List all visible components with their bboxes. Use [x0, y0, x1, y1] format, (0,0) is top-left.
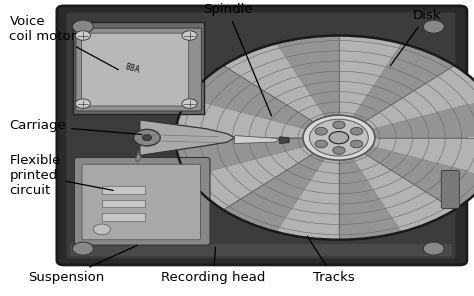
Wedge shape: [188, 65, 339, 138]
Wedge shape: [339, 138, 474, 177]
Wedge shape: [339, 99, 474, 138]
Bar: [70, 244, 452, 256]
Text: Recording head: Recording head: [161, 247, 265, 284]
Text: Flexible
printed
circuit: Flexible printed circuit: [9, 154, 113, 197]
Circle shape: [333, 147, 345, 154]
Circle shape: [315, 140, 328, 148]
Circle shape: [303, 115, 375, 160]
Polygon shape: [73, 22, 204, 114]
Wedge shape: [339, 138, 474, 210]
Circle shape: [423, 20, 444, 33]
Wedge shape: [339, 36, 401, 138]
Text: Carriage: Carriage: [9, 119, 142, 134]
Wedge shape: [339, 138, 455, 232]
Text: Tracks: Tracks: [307, 236, 355, 284]
Polygon shape: [280, 137, 289, 144]
FancyBboxPatch shape: [76, 28, 201, 111]
Bar: [102, 200, 145, 207]
Wedge shape: [223, 138, 339, 232]
Wedge shape: [276, 138, 339, 240]
Bar: [102, 213, 145, 221]
Circle shape: [329, 131, 349, 144]
Text: 88A: 88A: [124, 62, 141, 74]
Circle shape: [93, 224, 110, 235]
Wedge shape: [339, 43, 455, 138]
Polygon shape: [235, 136, 280, 144]
FancyBboxPatch shape: [82, 164, 201, 240]
Circle shape: [310, 119, 368, 156]
Wedge shape: [175, 99, 339, 138]
Wedge shape: [276, 36, 339, 138]
Text: Spindle: Spindle: [203, 3, 272, 116]
Circle shape: [142, 135, 152, 141]
Wedge shape: [223, 43, 339, 138]
FancyBboxPatch shape: [57, 6, 467, 265]
Circle shape: [182, 31, 197, 40]
Circle shape: [73, 20, 93, 33]
Bar: [102, 186, 145, 194]
Circle shape: [75, 31, 91, 40]
FancyBboxPatch shape: [441, 170, 459, 208]
Wedge shape: [188, 138, 339, 210]
Text: Voice
coil motor: Voice coil motor: [9, 15, 119, 70]
Polygon shape: [140, 120, 235, 155]
Wedge shape: [339, 65, 474, 138]
Text: Suspension: Suspension: [28, 245, 137, 284]
Text: Disk: Disk: [390, 9, 441, 66]
Circle shape: [350, 127, 363, 135]
Wedge shape: [175, 138, 339, 177]
Circle shape: [134, 129, 160, 146]
Circle shape: [182, 99, 197, 108]
Circle shape: [423, 242, 444, 255]
Circle shape: [333, 121, 345, 129]
Wedge shape: [339, 138, 401, 240]
Circle shape: [73, 242, 93, 255]
FancyBboxPatch shape: [82, 33, 189, 106]
FancyBboxPatch shape: [74, 157, 210, 245]
Circle shape: [315, 127, 328, 135]
Circle shape: [75, 99, 91, 108]
FancyBboxPatch shape: [66, 12, 456, 258]
Circle shape: [350, 140, 363, 148]
